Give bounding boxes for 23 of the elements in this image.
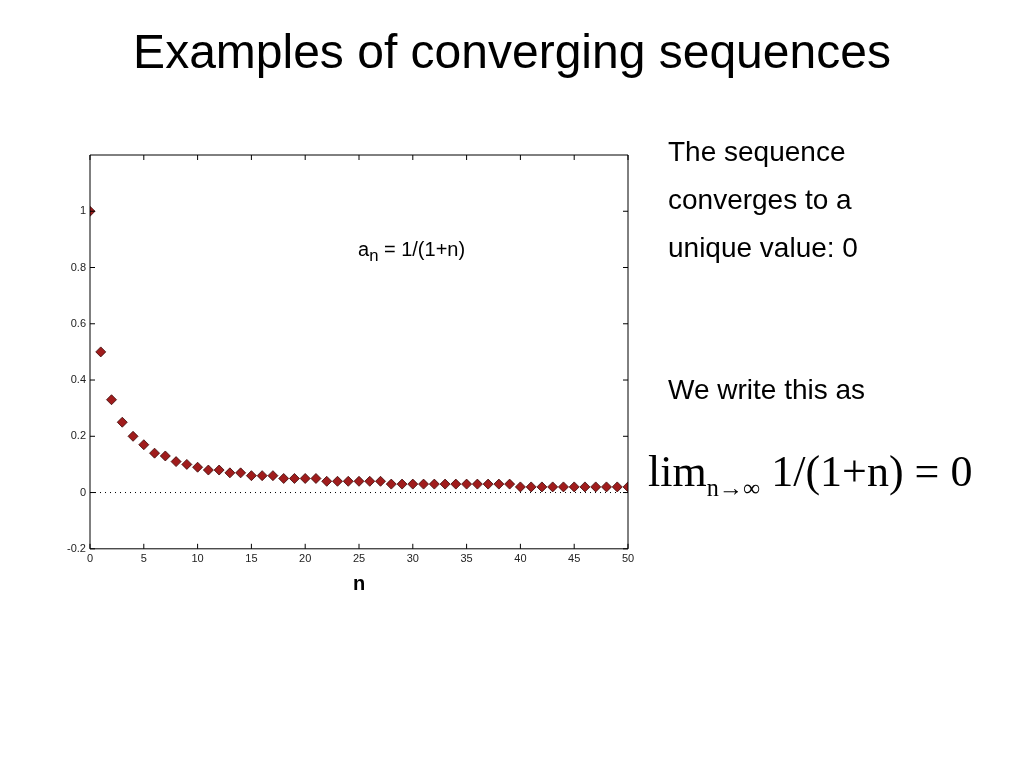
- text: lim$_{n→∞}$ 1/(1+n) = 0: [648, 446, 973, 503]
- x-tick-label: 5: [140, 552, 147, 565]
- x-tick-label: 10: [191, 552, 204, 565]
- y-tick-label: 0.4: [70, 373, 86, 386]
- x-axis-title: n: [352, 571, 366, 594]
- x-tick-label: 25: [352, 552, 366, 565]
- x-tick-label: 30: [406, 552, 419, 565]
- y-tick-label: 0: [79, 485, 86, 498]
- y-tick-label: 0.8: [70, 260, 86, 273]
- text: The sequence converges to a unique value: 0: [668, 135, 859, 265]
- y-tick-label: 1: [79, 204, 86, 217]
- chart-title: Examples of converging sequences: [132, 24, 892, 80]
- x-tick-label: 40: [514, 552, 527, 565]
- x-tick-label: 45: [568, 552, 581, 565]
- x-tick-label: 20: [299, 552, 312, 565]
- x-tick-label: 15: [245, 552, 258, 565]
- annotation: a$_{n}$ = 1/(1+n): [358, 238, 466, 266]
- y-tick-label: 0.6: [70, 316, 86, 329]
- text: We write this as: [668, 373, 867, 407]
- y-tick-label: 0.2: [70, 429, 86, 442]
- x-tick-label: 35: [460, 552, 473, 565]
- x-tick-label: 50: [621, 552, 635, 565]
- y-tick-label: -0.2: [67, 541, 86, 554]
